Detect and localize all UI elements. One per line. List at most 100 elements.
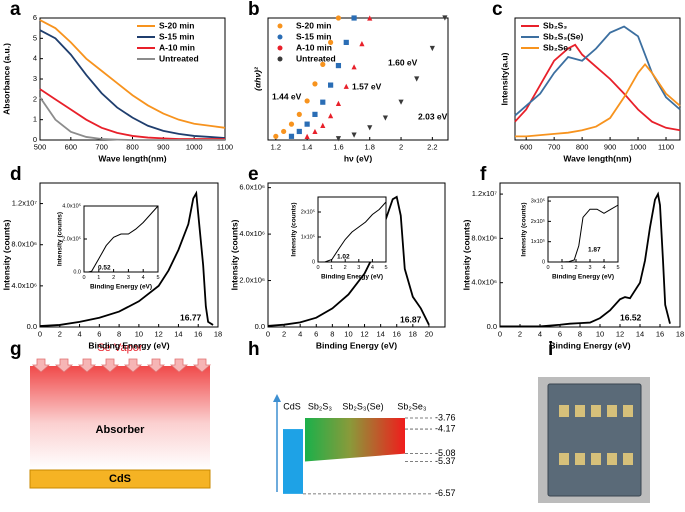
legend-label: Sb₂S₃(Se) [543,31,583,41]
panel-label: e [248,164,259,185]
material-label: Sb₂S₃ [308,401,333,411]
panel-label: d [10,164,22,185]
x-tick-label: 1100 [658,142,674,151]
y-tick-label: 0 [33,135,37,144]
point [343,39,349,45]
y-tick-label: 2.0x10⁵ [62,235,81,242]
legend-label: S-20 min [296,20,331,30]
y-tick-label: 4.0x10⁶ [239,229,265,238]
legend-label: Sb₂S₃ [543,20,567,30]
legend-label: S-15 min [159,31,194,41]
annotation: 1.60 eV [388,57,418,67]
point [382,115,388,121]
y-tick-label: 1.2x10⁷ [472,189,498,198]
absorber-band [305,418,405,462]
point [335,100,342,106]
absorber-label: Absorber [96,424,146,436]
x-tick-label: 6 [314,329,318,338]
y-axis-label: Intensity(a.u) [499,52,509,105]
x-tick-label: 4 [371,265,374,271]
x-axis-label: Wave length(nm) [98,154,166,164]
plot-frame [514,17,681,141]
y-axis-label: (αhν)² [252,66,262,91]
x-tick-label: 900 [604,142,617,151]
x-tick-label: 3 [357,265,360,271]
x-tick-label: 800 [126,142,139,151]
x-tick-label: 8 [330,329,334,338]
x-tick-label: 0 [38,329,42,338]
y-tick-label: 2x10⁵ [301,208,315,215]
series-line [515,62,681,138]
y-axis-label: Intensity (counts) [57,212,64,266]
y-tick-label: 1x10⁵ [301,233,315,240]
x-tick-label: 1000 [630,142,647,151]
x-axis-label: hν (eV) [344,154,373,164]
panel-label: f [480,164,487,185]
y-tick-label: 4.0x10⁵ [62,202,81,209]
y-tick-label: 2 [33,94,37,103]
series-line [39,29,226,139]
point [367,15,373,21]
electrodes [559,405,633,465]
legend-label: S-15 min [296,31,331,41]
x-tick-label: 2 [58,329,62,338]
x-axis-label: Binding Energy (eV) [549,341,630,351]
plot-frame [267,17,449,141]
x-tick-label: 8 [578,329,582,338]
point [367,125,373,131]
x-tick-label: 18 [214,329,222,338]
x-tick-label: 800 [576,142,589,151]
point [281,128,287,135]
x-tick-label: 6 [97,329,101,338]
axis-arrow [273,394,281,402]
point [312,111,318,117]
point [351,15,357,21]
series-line [39,88,225,140]
point [304,121,310,127]
cds-label: CdS [109,473,131,485]
legend-label: A-10 min [159,42,195,52]
x-axis-label: Binding Energy (eV) [88,341,169,351]
y-tick-label: 0.0 [255,322,265,331]
point [414,76,420,82]
y-tick-label: 8.0x10⁶ [11,240,37,249]
x-tick-label: 18 [676,329,684,338]
x-tick-label: 4 [602,265,605,271]
x-tick-label: 18 [409,329,417,338]
x-tick-label: 1 [330,265,333,271]
x-tick-label: 16 [194,329,202,338]
x-tick-label: 10 [344,329,352,338]
point [328,39,334,46]
legend-label: A-10 min [296,42,332,52]
y-axis-label: Absorbance (a.u.) [1,43,11,115]
point [351,132,357,138]
x-tick-label: 12 [360,329,368,338]
x-tick-label: 3 [588,265,591,271]
x-tick-label: 5 [616,265,619,271]
series-line [500,191,671,328]
level-label: -5.08 [435,448,456,458]
y-tick-label: 4 [33,54,37,63]
panel-label: b [248,0,260,20]
point [304,98,310,104]
y-axis-label: Intensity (counts) [229,219,239,290]
annotation: 0.52 [98,265,111,272]
x-tick-label: 4 [538,329,542,338]
point [429,45,435,52]
point [312,128,318,135]
x-tick-label: 14 [376,329,384,338]
x-tick-label: 0 [266,329,270,338]
legend-label: Untreated [159,53,199,63]
y-axis-label: Intensity (counts) [521,202,528,256]
x-tick-label: 20 [425,329,433,338]
y-tick-label: 0.0 [27,322,37,331]
plot-frame [547,196,619,263]
x-tick-label: 4 [142,275,145,281]
panel-label: i [548,339,553,360]
y-tick-label: 4.0x10⁶ [471,278,497,287]
x-axis-label: Binding Energy (eV) [321,273,383,280]
material-label: Sb₂Se₃ [397,401,427,411]
point [273,133,279,139]
x-tick-label: 1 [560,265,563,271]
legend-marker [277,23,283,29]
